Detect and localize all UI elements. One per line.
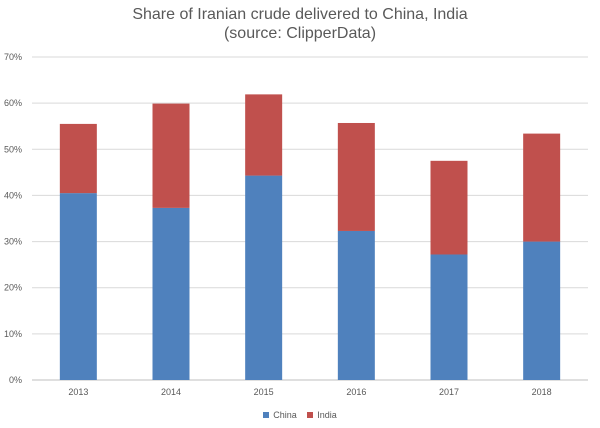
bar-india-2013 bbox=[59, 123, 97, 194]
y-tick-label: 10% bbox=[4, 329, 22, 339]
legend-label-india: India bbox=[317, 410, 337, 420]
bar-china-2016 bbox=[337, 230, 375, 380]
bar-india-2018 bbox=[523, 133, 561, 242]
bar-india-2016 bbox=[337, 122, 375, 231]
legend: China India bbox=[0, 410, 600, 420]
bar-india-2017 bbox=[430, 160, 468, 255]
legend-item-india: India bbox=[307, 410, 337, 420]
chart-title: Share of Iranian crude delivered to Chin… bbox=[132, 6, 468, 23]
y-tick-label: 70% bbox=[4, 52, 22, 62]
y-tick-label: 0% bbox=[9, 375, 22, 385]
bar-china-2015 bbox=[245, 175, 283, 380]
x-tick-label: 2017 bbox=[439, 387, 459, 397]
y-tick-label: 20% bbox=[4, 283, 22, 293]
y-tick-label: 50% bbox=[4, 144, 22, 154]
bar-china-2018 bbox=[523, 241, 561, 380]
legend-label-china: China bbox=[273, 410, 297, 420]
bar-india-2014 bbox=[152, 103, 190, 208]
legend-swatch-china bbox=[263, 412, 270, 418]
y-tick-label: 40% bbox=[4, 190, 22, 200]
chart-subtitle: (source: ClipperData) bbox=[223, 25, 377, 42]
x-tick-label: 2015 bbox=[254, 387, 274, 397]
y-tick-label: 60% bbox=[4, 98, 22, 108]
x-tick-label: 2013 bbox=[68, 387, 88, 397]
legend-item-china: China bbox=[263, 410, 297, 420]
x-tick-label: 2014 bbox=[161, 387, 181, 397]
bar-china-2013 bbox=[59, 193, 97, 380]
x-tick-label: 2016 bbox=[346, 387, 366, 397]
bar-china-2017 bbox=[430, 254, 468, 380]
bar-china-2014 bbox=[152, 207, 190, 380]
bar-india-2015 bbox=[245, 94, 283, 176]
legend-swatch-india bbox=[307, 412, 314, 418]
y-tick-label: 30% bbox=[4, 237, 22, 247]
x-tick-label: 2018 bbox=[532, 387, 552, 397]
